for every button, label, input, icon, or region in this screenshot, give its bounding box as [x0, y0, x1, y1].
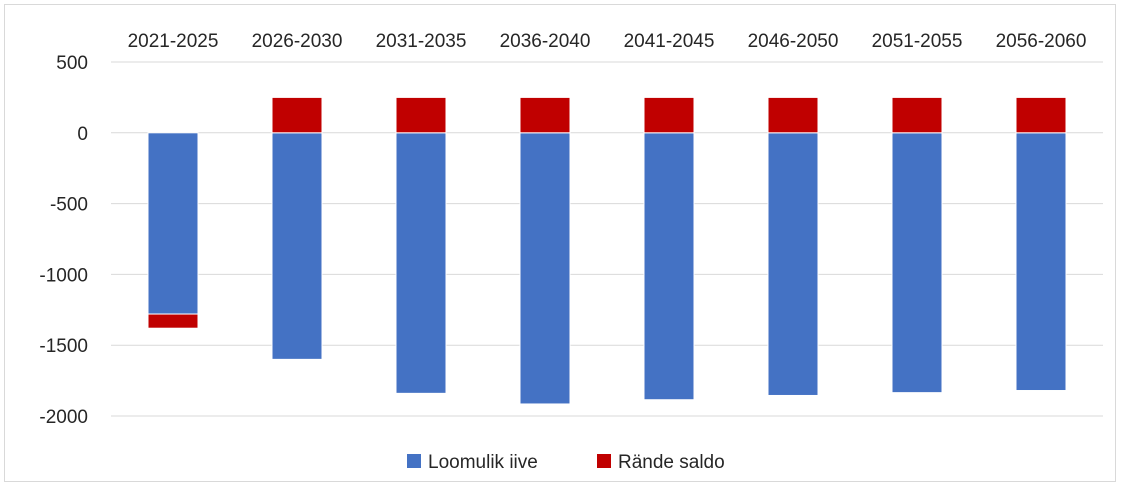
y-tick-label: 500: [56, 53, 88, 74]
category-label: 2021-2025: [128, 31, 219, 52]
bars: [148, 97, 1066, 404]
category-label: 2026-2030: [252, 31, 343, 52]
y-axis-tick-labels: 500 0 -500 -1000 -1500 -2000: [39, 53, 88, 428]
bar-rande-saldo: [272, 97, 322, 132]
gridlines: [111, 62, 1103, 416]
bar-loomulik-iive: [644, 133, 694, 400]
legend: Loomulik iive Rände saldo: [407, 452, 725, 473]
bar-loomulik-iive: [892, 133, 942, 393]
category-label: 2036-2040: [500, 31, 591, 52]
bar-rande-saldo: [892, 97, 942, 132]
bar-rande-saldo: [644, 97, 694, 132]
y-tick-label: -500: [50, 195, 88, 216]
category-label: 2041-2045: [624, 31, 715, 52]
category-labels: 2021-2025 2026-2030 2031-2035 2036-2040 2041…: [128, 31, 1087, 52]
bar-rande-saldo: [396, 97, 446, 132]
legend-label: Rände saldo: [618, 452, 725, 473]
category-label: 2056-2060: [996, 31, 1087, 52]
bar-loomulik-iive: [768, 133, 818, 396]
bar-loomulik-iive: [1016, 133, 1066, 391]
legend-label: Loomulik iive: [428, 452, 538, 473]
bar-loomulik-iive: [396, 133, 446, 394]
y-tick-label: -1500: [39, 336, 88, 357]
category-label: 2051-2055: [872, 31, 963, 52]
y-tick-label: 0: [77, 124, 88, 145]
bar-rande-saldo: [768, 97, 818, 132]
y-tick-label: -1000: [39, 265, 88, 286]
y-tick-label: -2000: [39, 407, 88, 428]
bar-rande-saldo: [520, 97, 570, 132]
bar-rande-saldo: [1016, 97, 1066, 132]
category-label: 2031-2035: [376, 31, 467, 52]
bar-loomulik-iive: [148, 133, 198, 314]
bar-loomulik-iive: [272, 133, 322, 360]
category-label: 2046-2050: [748, 31, 839, 52]
legend-swatch: [407, 454, 421, 468]
legend-swatch: [597, 454, 611, 468]
bar-rande-saldo: [148, 314, 198, 328]
bar-loomulik-iive: [520, 133, 570, 404]
